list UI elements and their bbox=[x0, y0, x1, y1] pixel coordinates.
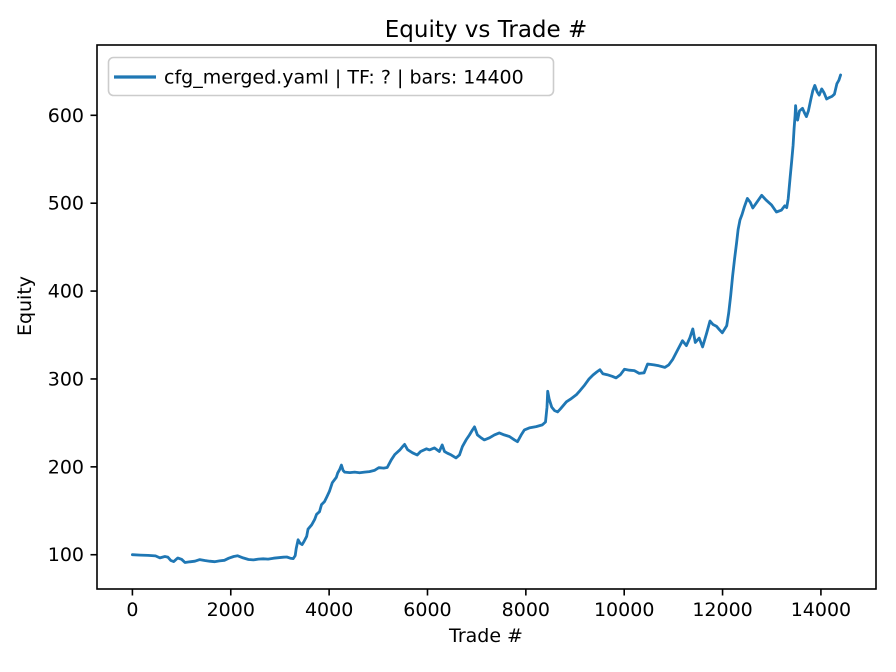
legend-label: cfg_merged.yaml | TF: ? | bars: 14400 bbox=[164, 67, 524, 89]
plot-area bbox=[96, 44, 877, 590]
x-tick-label: 12000 bbox=[692, 599, 752, 621]
x-tick-label: 2000 bbox=[207, 599, 255, 621]
x-tick-label: 0 bbox=[126, 599, 138, 621]
x-tick-label: 6000 bbox=[403, 599, 451, 621]
chart-title: Equity vs Trade # bbox=[385, 17, 588, 43]
x-tick-label: 14000 bbox=[791, 599, 851, 621]
x-tick-label: 8000 bbox=[502, 599, 550, 621]
y-tick-label: 600 bbox=[48, 105, 84, 127]
equity-line-series bbox=[130, 73, 842, 564]
x-tick-label: 10000 bbox=[594, 599, 654, 621]
y-tick-label: 100 bbox=[48, 544, 84, 566]
y-tick-label: 200 bbox=[48, 456, 84, 478]
x-axis-label: Trade # bbox=[448, 625, 523, 647]
y-axis-ticks: 100 200 300 400 500 600 bbox=[48, 105, 97, 566]
y-tick-label: 400 bbox=[48, 281, 84, 303]
y-tick-label: 500 bbox=[48, 193, 84, 215]
y-tick-label: 300 bbox=[48, 368, 84, 390]
legend-box bbox=[107, 56, 555, 97]
legend: cfg_merged.yaml | TF: ? | bars: 14400 bbox=[107, 56, 555, 97]
y-axis-label: Equity bbox=[14, 276, 36, 336]
x-axis-ticks: 0 2000 4000 6000 8000 10000 12000 14000 bbox=[126, 589, 851, 621]
x-tick-label: 4000 bbox=[305, 599, 353, 621]
